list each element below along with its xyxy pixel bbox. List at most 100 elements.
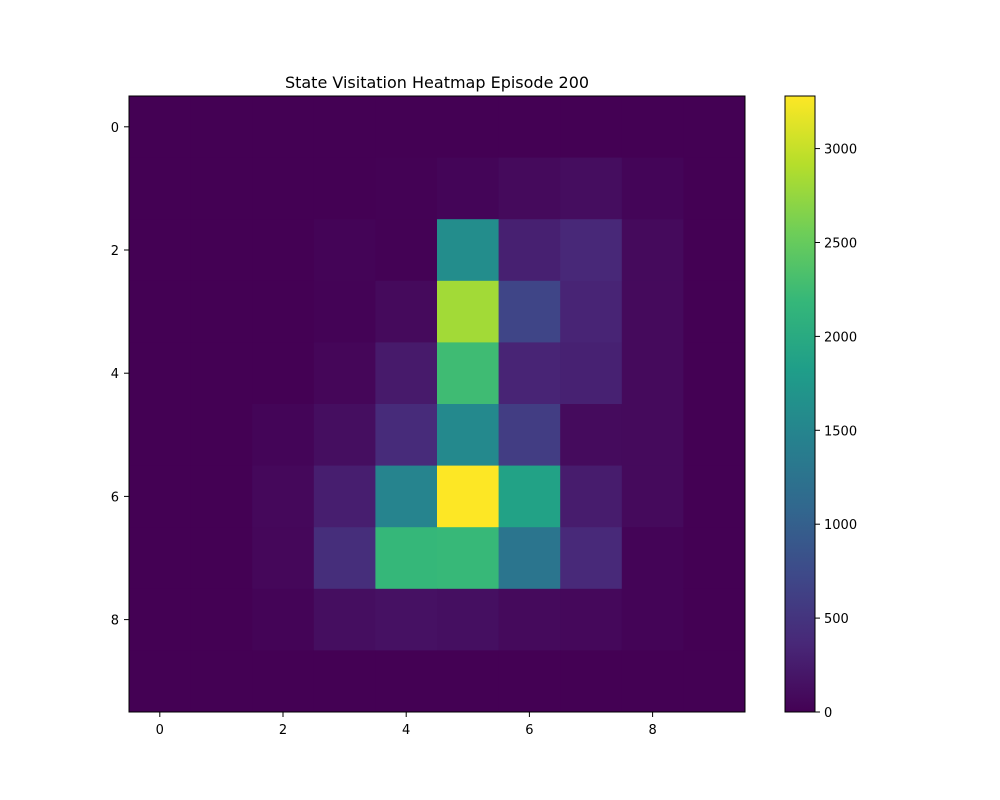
heatmap-cell: [683, 527, 746, 590]
heatmap-cells: [129, 96, 746, 713]
heatmap-cell: [437, 219, 500, 282]
heatmap-cell: [437, 588, 500, 651]
heatmap-cell: [560, 588, 623, 651]
heatmap-cell: [252, 465, 315, 528]
heatmap-cell: [683, 280, 746, 343]
heatmap-cell: [313, 280, 376, 343]
heatmap-cell: [129, 219, 192, 282]
heatmap-cell: [683, 219, 746, 282]
heatmap-cell: [683, 404, 746, 467]
heatmap-cell: [621, 219, 684, 282]
heatmap-cell: [129, 157, 192, 220]
heatmap-cell: [560, 650, 623, 713]
heatmap-cell: [498, 96, 561, 159]
heatmap-cell: [313, 527, 376, 590]
heatmap-cell: [129, 650, 192, 713]
heatmap-cell: [375, 588, 438, 651]
heatmap-cell: [252, 650, 315, 713]
heatmap-cell: [498, 527, 561, 590]
x-tick-label: 8: [648, 723, 656, 738]
heatmap-cell: [437, 280, 500, 343]
heatmap-cell: [313, 219, 376, 282]
heatmap-cell: [437, 157, 500, 220]
heatmap-cell: [560, 404, 623, 467]
heatmap-cell: [313, 157, 376, 220]
colorbar-tick-label: 500: [824, 612, 849, 627]
colorbar-tick-label: 2000: [824, 330, 857, 345]
heatmap-cell: [375, 650, 438, 713]
heatmap-cell: [683, 96, 746, 159]
heatmap-cell: [252, 588, 315, 651]
heatmap-cell: [560, 96, 623, 159]
heatmap-cell: [252, 157, 315, 220]
heatmap-cell: [560, 157, 623, 220]
colorbar-tick-label: 1500: [824, 424, 857, 439]
heatmap-cell: [621, 96, 684, 159]
heatmap-cell: [621, 650, 684, 713]
heatmap-cell: [375, 157, 438, 220]
heatmap-cell: [129, 342, 192, 405]
heatmap-cell: [560, 465, 623, 528]
y-tick-label: 2: [111, 244, 119, 259]
heatmap-cell: [498, 465, 561, 528]
heatmap-cell: [621, 280, 684, 343]
heatmap-cell: [375, 404, 438, 467]
heatmap-cell: [498, 650, 561, 713]
heatmap-cell: [129, 588, 192, 651]
heatmap-cell: [252, 342, 315, 405]
x-tick-label: 2: [279, 723, 287, 738]
heatmap-cell: [683, 465, 746, 528]
heatmap-cell: [190, 342, 253, 405]
heatmap-cell: [129, 527, 192, 590]
heatmap-cell: [683, 650, 746, 713]
colorbar-ticks: 0 500 1000 1500 2000 2500 3000: [815, 143, 857, 721]
heatmap-cell: [560, 219, 623, 282]
chart-title: State Visitation Heatmap Episode 200: [285, 73, 589, 92]
heatmap-cell: [129, 404, 192, 467]
heatmap-cell: [313, 588, 376, 651]
heatmap-cell: [190, 96, 253, 159]
colorbar-tick-label: 2500: [824, 236, 857, 251]
heatmap-cell: [621, 527, 684, 590]
heatmap-cell: [437, 465, 500, 528]
heatmap-cell: [313, 96, 376, 159]
heatmap-cell: [375, 219, 438, 282]
heatmap-cell: [313, 404, 376, 467]
colorbar-tick-label: 0: [824, 706, 832, 721]
heatmap-cell: [190, 588, 253, 651]
x-tick-label: 0: [156, 723, 164, 738]
heatmap-cell: [375, 280, 438, 343]
y-axis-ticks: 0 2 4 6 8: [111, 121, 129, 629]
heatmap-cell: [252, 219, 315, 282]
y-tick-label: 0: [111, 121, 119, 136]
heatmap-cell: [683, 157, 746, 220]
heatmap-cell: [621, 342, 684, 405]
heatmap-cell: [190, 527, 253, 590]
x-tick-label: 4: [402, 723, 410, 738]
heatmap-cell: [683, 342, 746, 405]
heatmap-cell: [375, 342, 438, 405]
colorbar-tick-label: 3000: [824, 143, 857, 158]
heatmap-cell: [190, 404, 253, 467]
heatmap-cell: [621, 465, 684, 528]
heatmap-cell: [313, 342, 376, 405]
heatmap-cell: [129, 96, 192, 159]
heatmap-cell: [621, 157, 684, 220]
heatmap-cell: [498, 219, 561, 282]
heatmap-cell: [190, 650, 253, 713]
heatmap-cell: [560, 342, 623, 405]
colorbar-tick-label: 1000: [824, 518, 857, 533]
heatmap-cell: [252, 280, 315, 343]
heatmap-cell: [621, 404, 684, 467]
colorbar: [784, 95, 816, 713]
heatmap-cell: [683, 588, 746, 651]
plot-frame: [128, 95, 746, 713]
heatmap-cell: [252, 404, 315, 467]
heatmap-cell: [560, 280, 623, 343]
heatmap-cell: [437, 96, 500, 159]
heatmap-cell: [621, 588, 684, 651]
y-tick-label: 4: [111, 367, 119, 382]
heatmap-cell: [190, 219, 253, 282]
heatmap-cell: [437, 342, 500, 405]
